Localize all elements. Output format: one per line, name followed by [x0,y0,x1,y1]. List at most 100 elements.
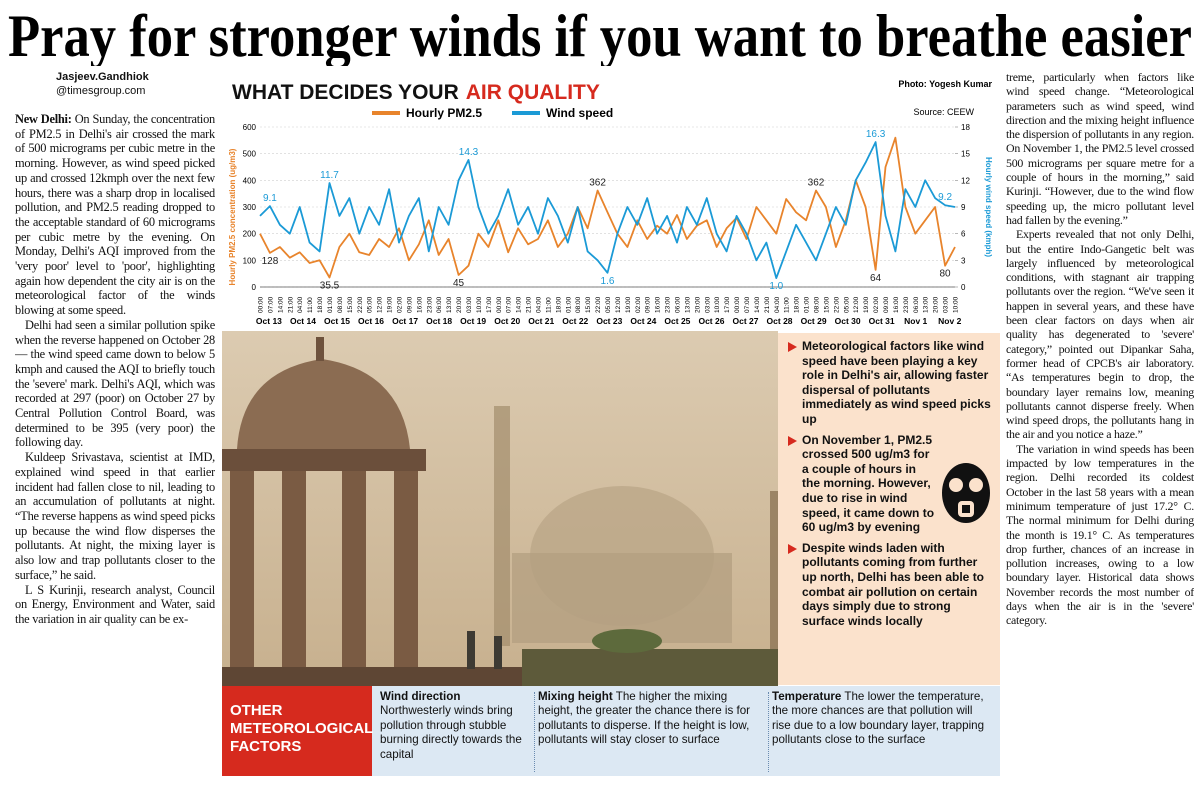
photo-credit: Photo: Yogesh Kumar [898,79,992,89]
factor-heading: Temperature [772,690,842,703]
x-tick-label: 22:00 [595,296,602,313]
x-tick-label: 15:00 [347,296,354,313]
x-tick-label: 03:00 [704,296,711,313]
day-label: Oct 24 [630,316,656,326]
paragraph: Kuldeep Srivastava, scientist at IMD, ex… [15,450,215,582]
factors-box: OTHER METEOROLOGICAL FACTORS Wind direct… [222,686,1000,776]
factors-title: OTHER METEOROLOGICAL FACTORS [222,686,373,776]
factor: Temperature The lower the temperature, t… [772,690,994,748]
y-tick-label: 400 [243,176,257,185]
y-tick-label: 500 [243,150,257,159]
x-tick-label: 06:00 [913,296,920,313]
data-label: 45 [453,278,465,289]
x-tick-label: 19:00 [863,296,870,313]
x-tick-label: 13:00 [446,296,453,313]
day-label: Oct 23 [596,316,622,326]
y-tick-label: 100 [243,256,257,265]
legend-label: Wind speed [546,106,613,120]
paragraph: The variation in wind speeds has been im… [1006,441,1194,628]
x-tick-label: 13:00 [684,296,691,313]
distant-building [512,553,732,643]
headline-box: Pray for stronger winds if you want to b… [8,3,1192,66]
y-axis-label: Hourly PM2.5 concentration (ug/m3) [228,148,237,285]
x-tick-label: 20:00 [933,296,940,313]
day-label: Oct 25 [664,316,690,326]
x-tick-label: 00:00 [734,296,741,313]
x-tick-label: 11:00 [784,297,791,313]
x-tick-label: 03:00 [943,296,950,313]
x-tick-label: 23:00 [665,296,672,313]
y-tick-label: 600 [243,123,257,132]
x-tick-label: 05:00 [843,296,850,313]
day-label: Oct 22 [562,316,588,326]
mask-filter-center [962,504,970,513]
factor: Mixing height The higher the mixing heig… [538,690,764,748]
photo [222,331,778,686]
tower [770,491,778,661]
x-tick-label: 07:00 [267,296,274,313]
left-column: New Delhi: On Sunday, the concentration … [15,112,215,782]
y2-tick-label: 0 [961,283,966,292]
data-label: 362 [808,177,825,188]
paragraph-text: On Sunday, the concentration of PM2.5 in… [15,112,215,318]
y2-tick-label: 3 [961,256,966,265]
pillar [230,471,254,671]
x-tick-label: 15:00 [585,296,592,313]
x-tick-label: 00:00 [496,296,503,313]
pillar [394,471,418,671]
callout: On November 1, PM2.5 crossed 500 ug/m3 f… [786,433,992,535]
x-tick-label: 01:00 [327,296,334,313]
x-tick-label: 05:00 [367,296,374,313]
series-line [259,141,956,280]
x-tick-label: 02:00 [397,296,404,313]
x-tick-label: 23:00 [903,296,910,313]
x-tick-label: 19:00 [387,296,394,313]
paragraph: Delhi had seen a similar pollution spike… [15,317,215,450]
headline: Pray for stronger winds if you want to b… [8,3,1192,66]
day-label: Oct 31 [869,316,895,326]
mask-eye [969,477,983,492]
y2-tick-label: 9 [961,203,966,212]
data-label: 128 [262,256,279,267]
x-tick-label: 01:00 [565,296,572,313]
x-tick-label: 22:00 [357,296,364,313]
chart-title-text: WHAT DECIDES YOUR [232,81,459,104]
callout-text: On November 1, PM2.5 crossed 500 ug/m3 f… [802,432,935,535]
mask-head [942,462,990,523]
chart-title-highlight: AIR QUALITY [466,81,600,104]
data-label: 64 [870,273,882,284]
mask-icon [942,462,990,523]
y2-axis-label: Hourly wind speed (kmph) [984,157,993,257]
x-tick-label: 21:00 [764,296,771,313]
x-tick-label: 10:00 [714,296,721,313]
day-label: Oct 13 [256,316,282,326]
x-tick-label: 06:00 [675,296,682,313]
day-label: Oct 14 [290,316,316,326]
x-tick-label: 07:00 [506,296,513,313]
day-label: Oct 18 [426,316,452,326]
finial [316,337,324,361]
y2-tick-label: 6 [961,230,966,239]
byline-name: Jasjeev.Gandhiok [56,71,149,83]
x-tick-label: 09:00 [406,296,413,313]
legend-label: Hourly PM2.5 [406,106,482,120]
person [494,636,502,669]
x-tick-label: 08:00 [814,296,821,313]
data-label: 16.3 [866,129,886,140]
chart-title: WHAT DECIDES YOUR AIR QUALITY [232,81,600,104]
day-label: Oct 20 [494,316,520,326]
factor-text: The higher the mixing height, the greate… [538,690,751,747]
x-tick-label: 05:00 [605,296,612,313]
y2-tick-label: 18 [961,123,970,132]
factor-text: Northwesterly winds bring pollution thro… [380,704,522,761]
x-tick-label: 04:00 [536,296,543,313]
x-tick-label: 02:00 [635,296,642,313]
x-tick-label: 20:00 [456,296,463,313]
x-tick-label: 11:00 [307,297,314,313]
day-label: Oct 30 [835,316,861,326]
data-label: 1.6 [601,276,615,287]
separator [768,692,769,772]
factor: Wind direction Northwesterly winds bring … [380,690,530,762]
y-tick-label: 0 [252,283,257,292]
x-tick-label: 21:00 [526,296,533,313]
